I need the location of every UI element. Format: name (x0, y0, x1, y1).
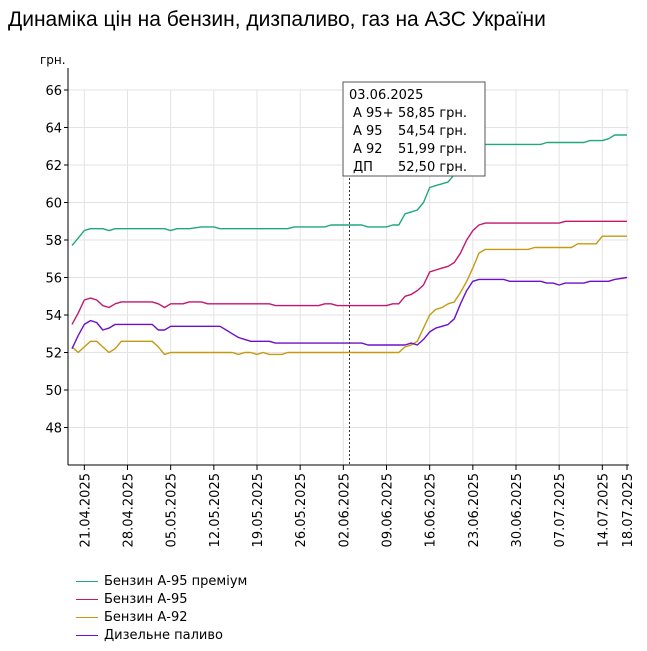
legend-label: Бензин А-92 (104, 609, 188, 625)
x-tick-label: 30.06.2025 (510, 473, 525, 547)
series-line (71, 276, 628, 349)
y-tick-label: 66 (45, 84, 62, 99)
legend-item[interactable]: Дизельне паливо (76, 626, 247, 644)
y-tick-label: 62 (45, 159, 62, 174)
legend-swatch (76, 598, 98, 600)
x-tick-label: 28.04.2025 (122, 473, 137, 547)
series-line (71, 220, 627, 325)
y-tick-label: 58 (45, 234, 62, 249)
tooltip-label: А 92 (353, 142, 383, 157)
y-tick-label: 50 (45, 384, 62, 399)
legend-label: Бензин А-95 преміум (104, 573, 248, 589)
tooltip-value: 52,50 грн. (398, 160, 467, 175)
y-tick-label: 64 (45, 122, 62, 137)
x-tick-label: 02.06.2025 (337, 473, 352, 547)
tooltip-date: 03.06.2025 (349, 88, 423, 103)
tooltip-label: ДП (353, 160, 373, 175)
x-tick-label: 19.05.2025 (251, 473, 266, 547)
x-tick-label: 21.04.2025 (78, 473, 93, 547)
series-lines (71, 134, 628, 356)
x-tick-label: 23.06.2025 (467, 473, 482, 547)
legend-swatch (76, 580, 98, 582)
y-axis-ticks: 48 50 52 54 56 58 60 62 64 66 (45, 84, 68, 437)
legend-swatch (76, 616, 98, 618)
tooltip-box (342, 81, 486, 177)
x-tick-label: 05.05.2025 (165, 473, 180, 547)
y-tick-label: 56 (45, 272, 62, 287)
legend-swatch (76, 634, 98, 636)
x-tick-label: 26.05.2025 (294, 473, 309, 547)
x-tick-label: 16.06.2025 (424, 473, 439, 547)
tooltip: 03.06.2025 А 95+ 58,85 грн. А 95 54,54 грн. А… (342, 81, 486, 177)
y-tick-label: 60 (45, 197, 62, 212)
y-axis-label: грн. (40, 53, 66, 67)
legend-item[interactable]: Бензин А-95 преміум (76, 572, 247, 590)
y-tick-label: 48 (45, 422, 62, 437)
legend-item[interactable]: Бензин А-92 (76, 608, 247, 626)
x-tick-label: 12.05.2025 (208, 473, 223, 547)
x-tick-label: 14.07.2025 (596, 473, 611, 547)
y-tick-label: 52 (45, 347, 62, 362)
legend: Бензин А-95 преміум Бензин А-95 Бензин А-9… (76, 572, 247, 644)
series-line (71, 134, 627, 247)
tooltip-value: 51,99 грн. (398, 142, 467, 157)
chart-title: Динаміка цін на бензин, дизпаливо, газ н… (8, 8, 546, 31)
tooltip-value: 58,85 грн. (398, 106, 467, 121)
x-tick-label: 18.07.2025 (621, 473, 636, 547)
axes (67, 68, 629, 466)
y-tick-label: 54 (45, 309, 62, 324)
tooltip-value: 54,54 грн. (398, 124, 467, 139)
x-axis-ticks: 21.04.2025 28.04.2025 05.05.2025 12.05.2025… (78, 465, 636, 547)
x-tick-label: 07.07.2025 (553, 473, 568, 547)
legend-item[interactable]: Бензин А-95 (76, 590, 247, 608)
tooltip-label: А 95+ (353, 106, 393, 121)
x-tick-label: 09.06.2025 (381, 473, 396, 547)
tooltip-label: А 95 (353, 124, 383, 139)
series-line (71, 235, 627, 356)
legend-label: Дизельне паливо (104, 627, 223, 643)
legend-label: Бензин А-95 (104, 591, 188, 607)
